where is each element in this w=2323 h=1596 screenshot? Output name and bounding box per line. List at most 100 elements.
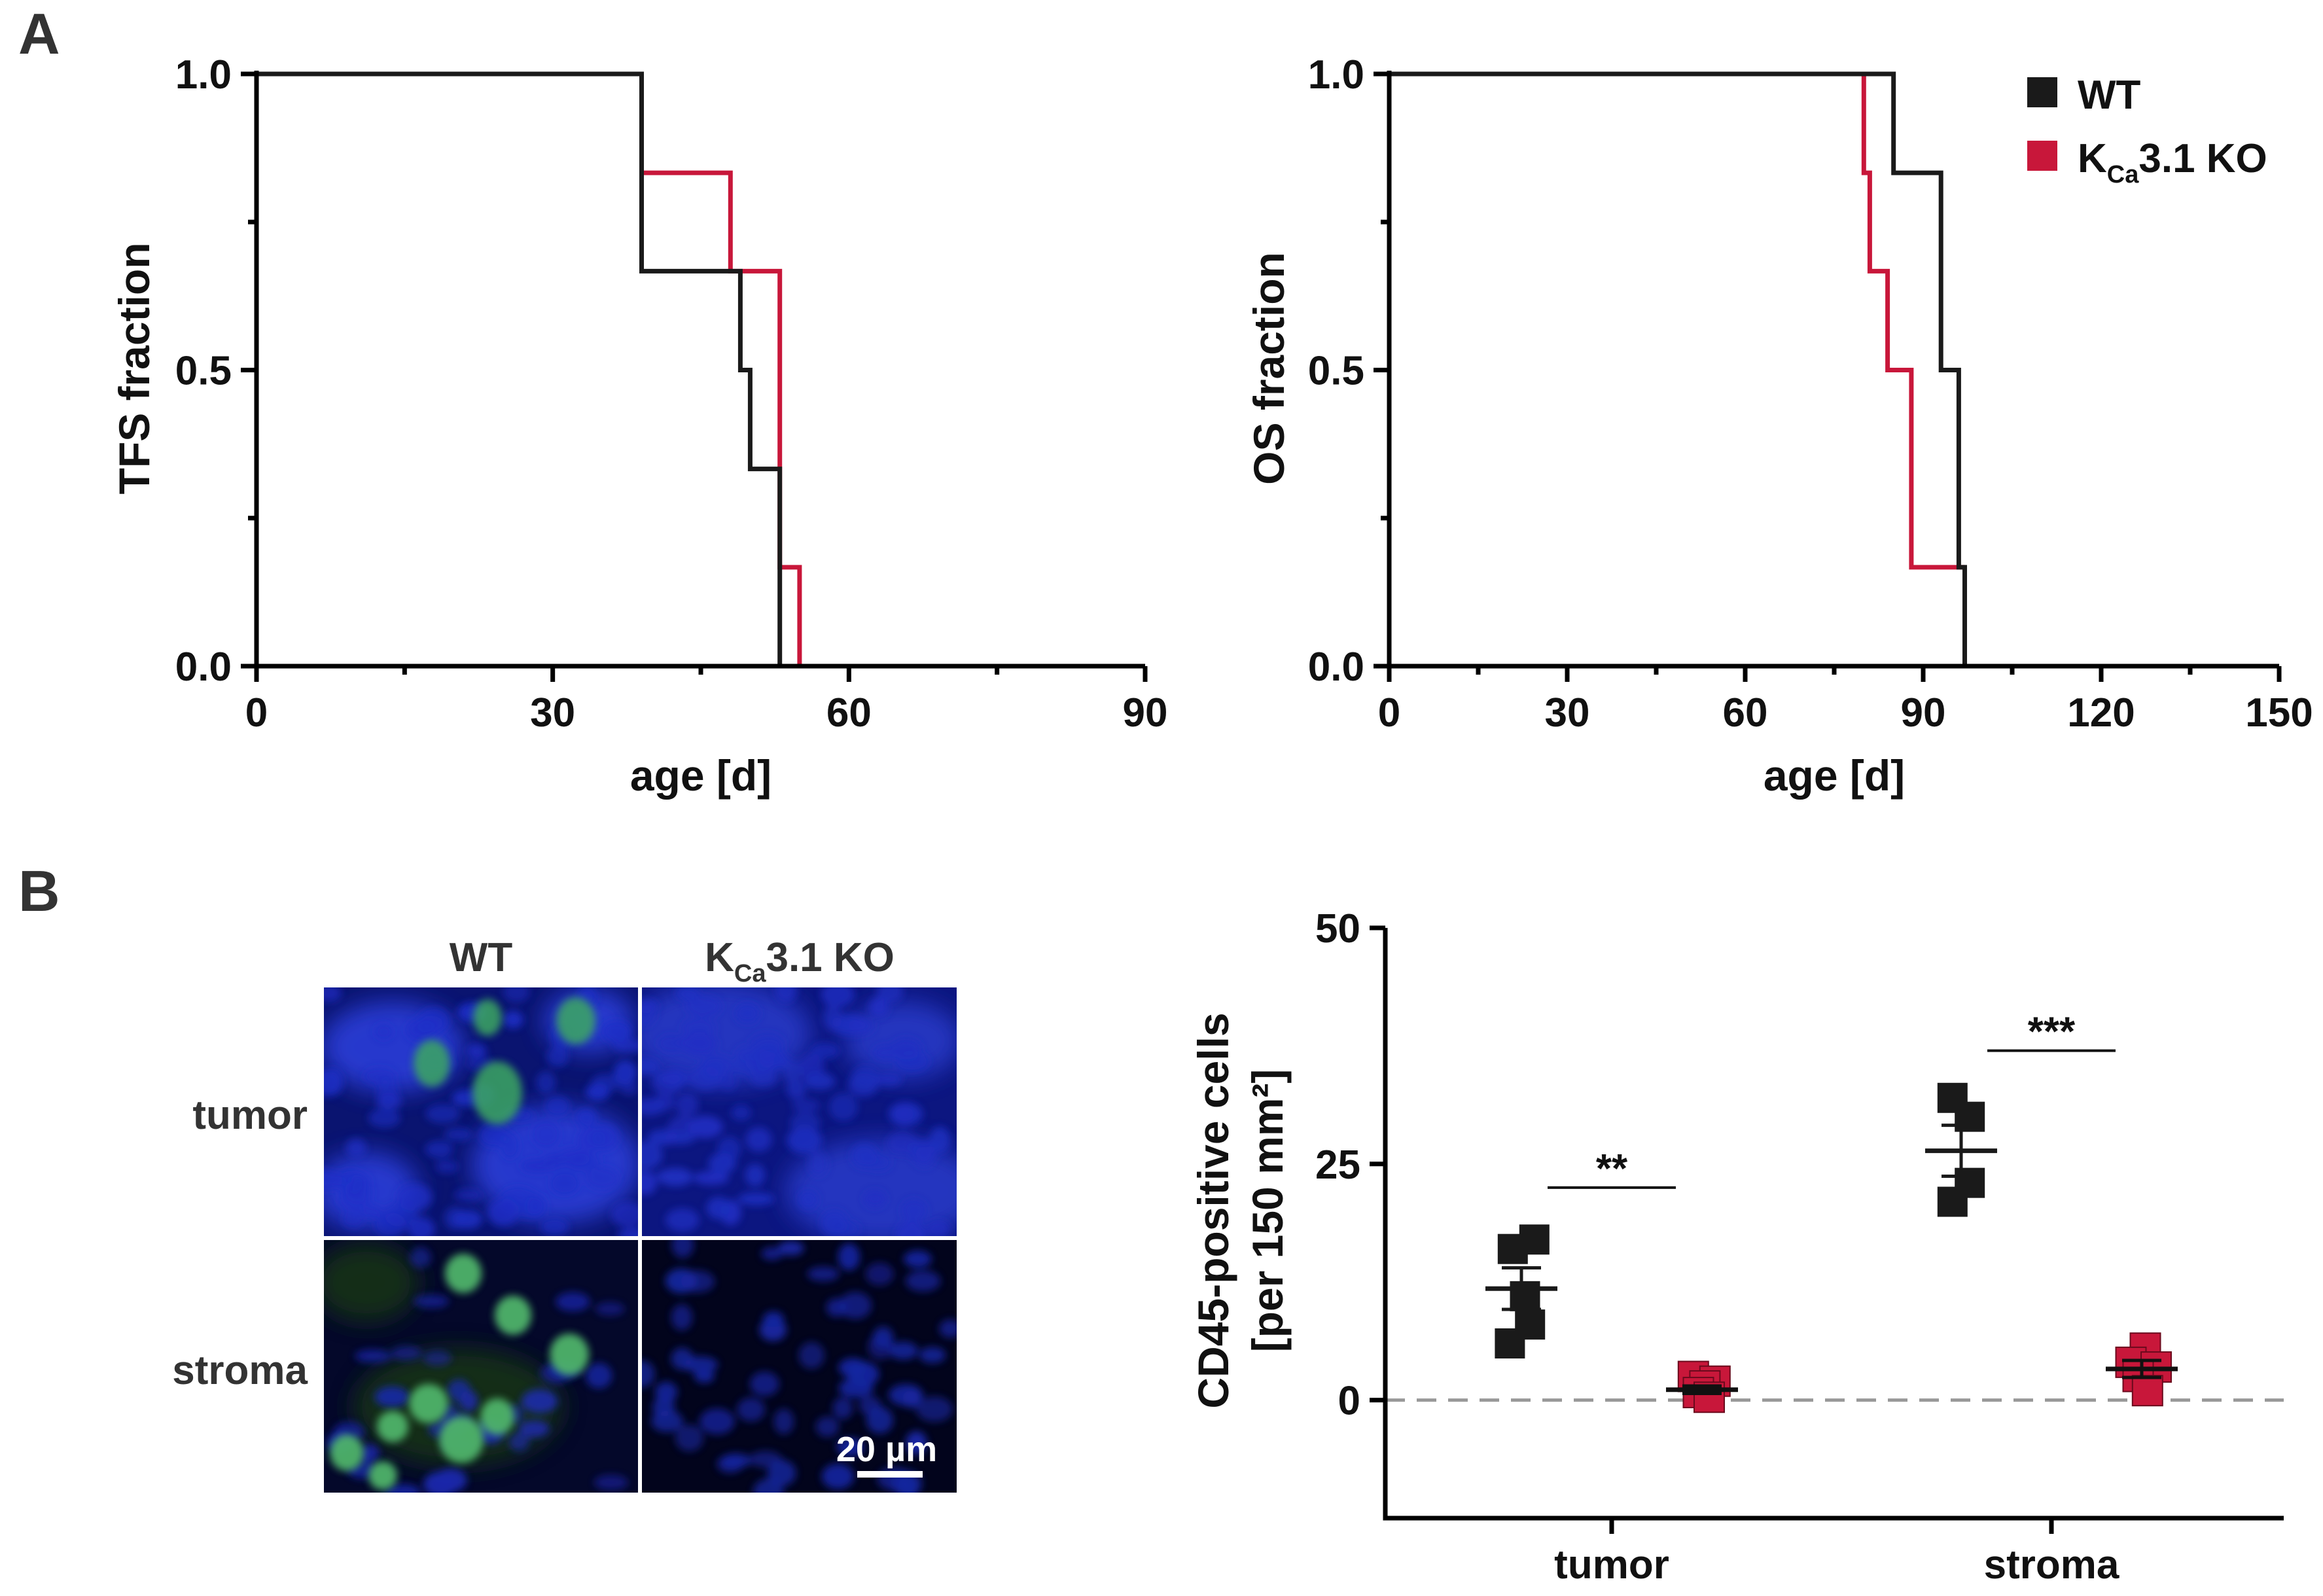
nucleus: [874, 1072, 902, 1087]
nucleus: [453, 1188, 483, 1202]
scale-bar-label: 20 µm: [836, 1430, 937, 1469]
micrograph-ko-stroma: [642, 1240, 957, 1493]
nucleus: [906, 1431, 927, 1455]
os-x-axis-label: age [d]: [1764, 751, 1905, 800]
nucleus: [926, 1220, 951, 1236]
nucleus: [901, 1199, 927, 1222]
nucleus: [745, 1048, 775, 1074]
nucleus: [865, 1262, 894, 1286]
wt-survival-line: [257, 71, 783, 666]
nucleus: [847, 1073, 879, 1097]
nucleus: [815, 1416, 840, 1438]
nucleus: [501, 1131, 520, 1160]
nucleus: [324, 1169, 343, 1190]
nucleus: [783, 1059, 803, 1084]
nucleus: [665, 1208, 700, 1232]
nucleus: [790, 1112, 821, 1133]
nucleus: [652, 1071, 683, 1096]
y-tick-label: 50: [1315, 906, 1360, 951]
nucleus: [896, 1220, 926, 1236]
nucleus: [810, 1042, 840, 1059]
nucleus: [324, 987, 342, 1002]
dot-plot-y-axis-label-1: CD45-positive cells: [1189, 1012, 1237, 1408]
nucleus: [720, 1199, 741, 1226]
nucleus: [807, 1266, 840, 1282]
nucleus: [601, 1020, 632, 1043]
nucleus: [594, 1474, 628, 1491]
x-category-label: stroma: [1984, 1542, 2119, 1587]
nucleus: [721, 1453, 752, 1468]
nucleus: [358, 1444, 380, 1463]
nucleus: [642, 1141, 663, 1169]
nucleus: [435, 1160, 459, 1174]
nucleus: [798, 1053, 825, 1082]
nucleus: [344, 1180, 372, 1205]
micrograph-column-wt: WT: [450, 935, 513, 980]
y-tick-label: 0.5: [1308, 349, 1364, 394]
micrograph-row-stroma: stroma: [172, 1348, 308, 1393]
nucleus: [851, 1143, 878, 1169]
nucleus: [355, 1349, 391, 1363]
nucleus: [777, 1241, 804, 1256]
nucleus: [792, 1098, 820, 1113]
nucleus: [731, 1105, 751, 1121]
y-tick-label: 1.0: [175, 52, 232, 98]
nucleus: [466, 1043, 487, 1058]
nucleus: [342, 1210, 364, 1229]
micrograph-row-tumor: tumor: [192, 1093, 308, 1138]
nucleus: [444, 1127, 473, 1141]
nucleus: [425, 1103, 460, 1124]
panel-label-b: B: [18, 859, 60, 923]
x-tick-label: 150: [2245, 690, 2313, 736]
os-survival-chart: 0 30 60 90 120 150 0.0 0.5 1.0 age [d] OS fracti…: [1245, 52, 2313, 800]
nucleus: [617, 1228, 638, 1236]
nucleus: [536, 1071, 556, 1094]
nucleus: [642, 1360, 655, 1388]
y-tick-label: 0.5: [175, 349, 232, 394]
x-tick-label: 120: [2067, 690, 2135, 736]
nucleus: [830, 1013, 867, 1037]
nucleus: [821, 1463, 854, 1489]
nucleus: [575, 1108, 597, 1127]
nucleus: [642, 1170, 657, 1196]
nucleus: [585, 1083, 610, 1101]
data-point: [1955, 1101, 1985, 1132]
nucleus: [361, 1204, 383, 1219]
tfs-axes: [254, 71, 1145, 669]
nucleus: [487, 1197, 519, 1227]
nucleus: [903, 1250, 932, 1268]
nucleus: [595, 1302, 625, 1316]
nucleus: [832, 1396, 853, 1419]
data-point: [1937, 1186, 1968, 1217]
ko-survival-line: [1861, 74, 1965, 570]
dot-plot-y-axis-label-2: [per 150 mm²]: [1243, 1069, 1292, 1353]
micrograph-column-ko: KCa3.1 KO: [705, 935, 895, 987]
nucleus: [693, 1171, 730, 1185]
y-tick-label: 0.0: [1308, 645, 1364, 690]
nucleus: [346, 1138, 366, 1158]
tfs-ticks: 0 30 60 90 0.0 0.5 1.0: [175, 52, 1168, 736]
data-point: [1495, 1328, 1525, 1359]
dot-plot-points: [1495, 1082, 2172, 1413]
x-tick-label: 60: [826, 690, 872, 736]
nucleus: [832, 1220, 861, 1236]
dot-plot-mean-sem: [1485, 1124, 2178, 1395]
nucleus: [423, 1350, 452, 1366]
nucleus: [678, 1033, 715, 1052]
nucleus: [612, 1038, 638, 1054]
nucleus: [642, 999, 659, 1014]
nucleus: [902, 1389, 921, 1409]
y-tick-label: 1.0: [1308, 52, 1364, 98]
nucleus: [798, 1190, 819, 1210]
wt-survival-line: [1389, 71, 1967, 666]
nucleus: [866, 1406, 894, 1434]
tfs-x-axis-label: age [d]: [630, 751, 771, 800]
nucleus: [787, 1126, 823, 1154]
nucleus: [889, 1341, 918, 1360]
nucleus: [905, 1270, 941, 1292]
dot-plot-ticks: 0 25 50 tumor stroma: [1315, 906, 2119, 1587]
nucleus: [656, 1168, 692, 1185]
data-point: [1510, 1281, 1540, 1311]
nucleus: [773, 1408, 794, 1434]
nucleus: [872, 1044, 898, 1061]
